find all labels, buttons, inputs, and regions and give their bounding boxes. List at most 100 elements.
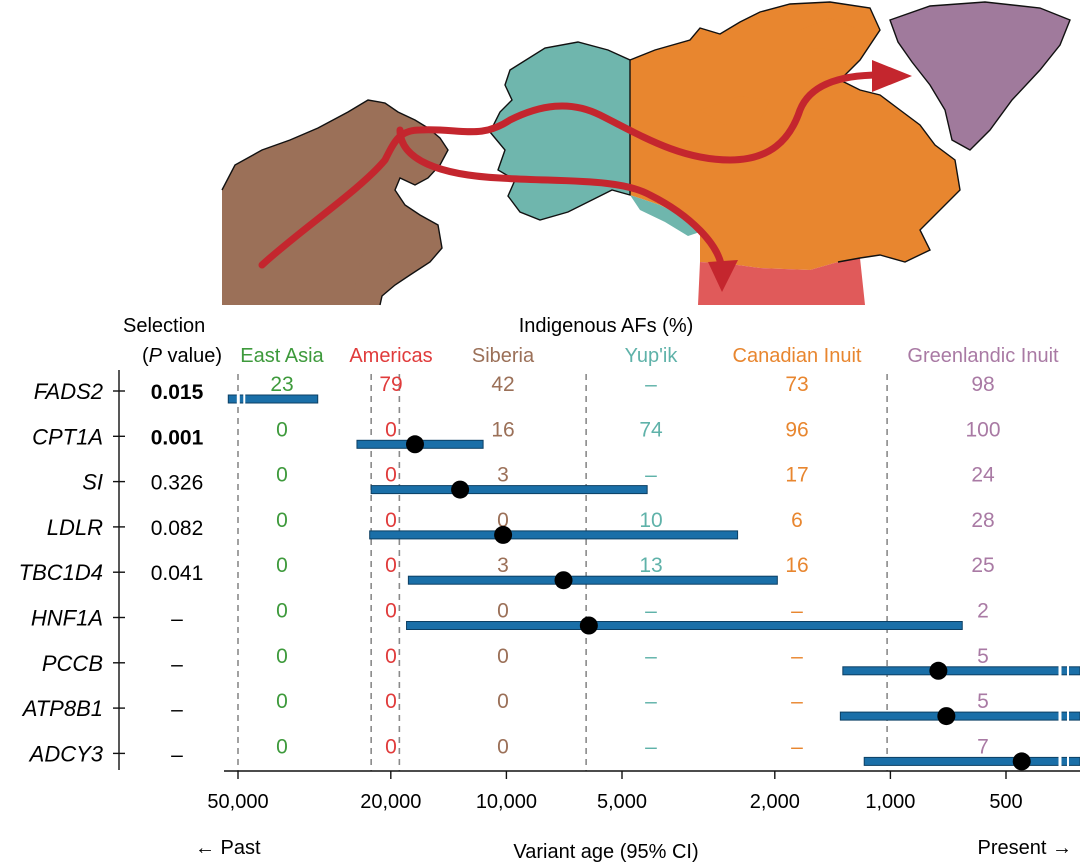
p-paren: (	[142, 345, 149, 367]
ci-bar	[369, 530, 739, 540]
p-value: 0.326	[151, 472, 204, 495]
af-value: 0	[497, 600, 509, 623]
x-tick-label: 50,000	[207, 791, 268, 813]
map-outlines	[221, 1, 1071, 306]
af-value: 0	[276, 509, 288, 532]
p-value: 0.015	[151, 381, 204, 404]
point-estimate	[937, 707, 956, 726]
af-value: 24	[971, 464, 995, 487]
migration-arrows	[258, 71, 884, 274]
ci-bar	[407, 575, 778, 585]
p-value: –	[171, 653, 183, 676]
population-header-canadian-inuit: Canadian Inuit	[733, 345, 862, 367]
population-headers: East Asia Americas Siberia Yup'ik Canadian I…	[240, 345, 1059, 367]
headers: Selection (P value) Indigenous AFs (%) E…	[123, 315, 1059, 367]
gene-row-cpt1a: CPT1A 0.001 0 0 16 74 96 100	[32, 418, 1001, 454]
af-value: –	[645, 373, 657, 396]
selection-header-line2: (P value)	[142, 345, 222, 367]
af-value: –	[645, 690, 657, 713]
population-header-americas: Americas	[349, 345, 432, 367]
gene-label: CPT1A	[32, 424, 103, 449]
af-value: 6	[791, 509, 803, 532]
af-value: 0	[276, 600, 288, 623]
selection-header-line1: Selection	[123, 315, 205, 337]
map-region-canada	[630, 2, 960, 270]
af-value: –	[645, 464, 657, 487]
map-region-canada-island-2	[800, 18, 855, 50]
point-estimate	[405, 435, 424, 454]
p-rest: value)	[162, 345, 222, 367]
population-header-greenlandic-inuit: Greenlandic Inuit	[907, 345, 1059, 367]
x-axis-title: Variant age (95% CI)	[513, 841, 698, 863]
ci-bar	[839, 711, 1080, 721]
af-value: 73	[785, 373, 808, 396]
af-value: 0	[497, 690, 509, 713]
p-value: 0.041	[151, 562, 204, 585]
af-value: 0	[385, 645, 397, 668]
af-value: 96	[785, 418, 808, 441]
gene-label: ATP8B1	[21, 696, 103, 721]
map-region-canada-island-1	[700, 96, 770, 125]
chart-title: Indigenous AFs (%)	[519, 315, 694, 337]
p-value: –	[171, 608, 183, 631]
ci-bar	[842, 666, 1080, 676]
population-header-yup-ik: Yup'ik	[625, 345, 679, 367]
present-label: Present →	[978, 837, 1072, 859]
x-tick-label: 2,000	[750, 791, 800, 813]
point-estimate	[554, 571, 573, 590]
af-value: 0	[497, 509, 509, 532]
af-value: 28	[971, 509, 994, 532]
x-tick-label: 10,000	[476, 791, 537, 813]
af-value: 0	[497, 645, 509, 668]
map-region-alaska	[490, 42, 630, 220]
af-value: 0	[385, 418, 397, 441]
gene-label: HNF1A	[31, 606, 103, 631]
af-value: 0	[276, 554, 288, 577]
arrowhead-greenland	[872, 60, 912, 92]
af-value: 3	[497, 464, 509, 487]
gene-label: PCCB	[42, 651, 103, 676]
af-value: 17	[785, 464, 808, 487]
af-value: 10	[639, 509, 662, 532]
af-value: 16	[785, 554, 808, 577]
af-value: 98	[971, 373, 994, 396]
map-region-alaska-coast	[630, 195, 700, 236]
point-estimate	[451, 480, 470, 499]
af-value: –	[791, 600, 803, 623]
x-axis: 50,000 20,000 10,000 5,000 2,000 1,000 500 ← P…	[195, 770, 1080, 863]
ci-bar	[227, 394, 319, 404]
gene-label: TBC1D4	[19, 560, 103, 585]
migration-route-south	[396, 126, 726, 274]
af-value: 0	[385, 600, 397, 623]
af-value: 16	[491, 418, 514, 441]
past-label: ← Past	[195, 837, 261, 859]
gene-label: ADCY3	[28, 741, 104, 766]
ci-bar	[406, 621, 963, 630]
point-estimate	[579, 616, 598, 635]
gene-row-fads2: FADS2 0.015 23 79 42 – 73 98	[34, 373, 995, 405]
gene-row-hnf1a: HNF1A – 0 0 0 – – 2	[31, 600, 989, 635]
af-value: 5	[977, 645, 989, 668]
p-value: 0.001	[151, 426, 204, 449]
af-value: –	[645, 645, 657, 668]
gene-row-tbc1d4: TBC1D4 0.041 0 0 3 13 16 25	[19, 554, 995, 590]
population-header-siberia: Siberia	[472, 345, 535, 367]
af-value: 25	[971, 554, 994, 577]
gene-row-si: SI 0.326 0 0 3 – 17 24	[82, 464, 995, 499]
gene-label: SI	[82, 470, 103, 495]
af-value: 0	[385, 509, 397, 532]
gene-row-adcy3: ADCY3 – 0 0 0 – – 7	[28, 735, 1080, 771]
af-value: 0	[276, 464, 288, 487]
af-value: 7	[977, 735, 989, 758]
gene-label: FADS2	[34, 379, 103, 404]
af-value: 13	[639, 554, 662, 577]
p-value: –	[171, 743, 183, 766]
x-tick-label: 5,000	[597, 791, 647, 813]
x-tick-label: 500	[989, 791, 1022, 813]
x-tick-label: 20,000	[360, 791, 421, 813]
gene-label: LDLR	[47, 515, 103, 540]
af-value: 0	[385, 735, 397, 758]
af-value: 0	[276, 690, 288, 713]
af-value: 3	[497, 554, 509, 577]
